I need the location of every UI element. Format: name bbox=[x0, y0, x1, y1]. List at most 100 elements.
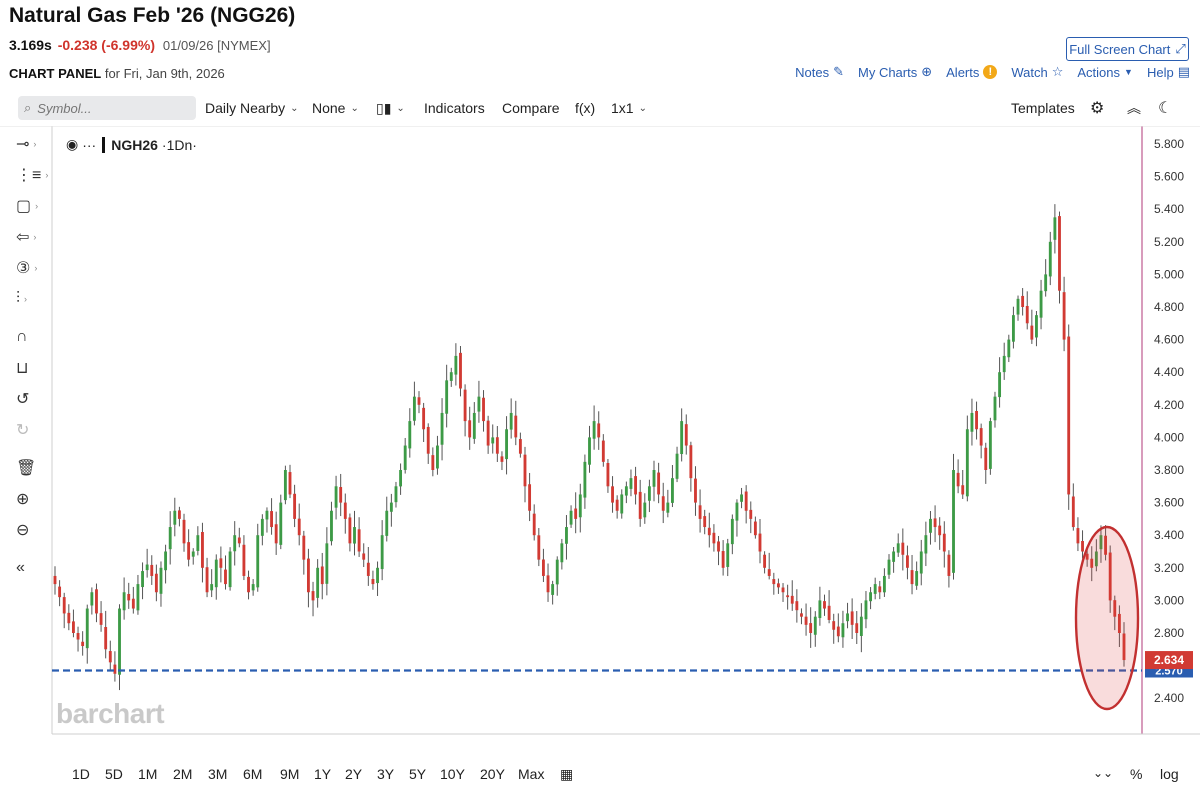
candle-up bbox=[196, 535, 200, 551]
fib-tool[interactable]: ⋮≡ › bbox=[16, 163, 48, 187]
chart-panel-date: for Fri, Jan 9th, 2026 bbox=[104, 66, 225, 81]
notes-link[interactable]: Notes ✎ bbox=[795, 64, 844, 80]
candle-up bbox=[399, 470, 403, 487]
y-tick-label: 4.600 bbox=[1154, 333, 1184, 347]
candle-down bbox=[942, 533, 946, 552]
trendline-tool[interactable]: ⊸ › bbox=[16, 132, 46, 156]
range-button-5d[interactable]: 5D bbox=[105, 766, 123, 782]
candle-down bbox=[514, 415, 518, 438]
candle-down bbox=[910, 570, 914, 585]
candle-down bbox=[95, 589, 98, 614]
candle-up bbox=[965, 429, 969, 497]
log-toggle[interactable]: log bbox=[1160, 766, 1179, 782]
candle-up bbox=[915, 571, 919, 586]
compare-button[interactable]: Compare bbox=[502, 92, 560, 124]
range-button-2m[interactable]: 2M bbox=[173, 766, 193, 782]
candle-up bbox=[1048, 241, 1052, 277]
range-button-3m[interactable]: 3M bbox=[208, 766, 228, 782]
candle-up bbox=[394, 486, 398, 503]
period-dropdown[interactable]: Daily Nearby ⌄ bbox=[205, 92, 299, 124]
barchart-logo: barchart bbox=[56, 698, 165, 729]
candle-up bbox=[583, 461, 587, 498]
moon-icon[interactable]: ☾ bbox=[1158, 100, 1173, 117]
candle-down bbox=[523, 454, 527, 487]
candle-down bbox=[615, 499, 619, 511]
candle-up bbox=[671, 478, 674, 503]
fx-button[interactable]: f(x) bbox=[575, 92, 595, 124]
candle-down bbox=[500, 456, 504, 462]
undo-icon[interactable]: ↺ bbox=[16, 391, 30, 408]
layout-dropdown[interactable]: 1x1 ⌄ bbox=[611, 92, 647, 124]
candle-up bbox=[445, 380, 449, 414]
actions-menu[interactable]: Actions ▼ bbox=[1077, 65, 1133, 80]
chart-panel-title: CHART PANEL bbox=[9, 66, 102, 81]
candle-down bbox=[836, 626, 840, 637]
help-link[interactable]: Help ▤ bbox=[1147, 64, 1190, 80]
calendar-icon[interactable]: ▦ bbox=[560, 766, 574, 782]
full-screen-chart-button[interactable]: Full Screen Chart ⤢ bbox=[1066, 37, 1189, 61]
double-chevron-down-icon[interactable]: ⌄⌄ bbox=[1093, 766, 1114, 780]
arrow-tool[interactable]: ⇦ › bbox=[16, 225, 46, 249]
fx-label: f(x) bbox=[575, 100, 596, 116]
templates-button[interactable]: Templates bbox=[1011, 92, 1075, 124]
zoom-in-icon[interactable]: ⊕ bbox=[16, 491, 30, 508]
candle-up bbox=[569, 510, 573, 525]
trash-icon[interactable]: 🗑 bbox=[16, 460, 37, 477]
overlay-dropdown[interactable]: None ⌄ bbox=[312, 92, 359, 124]
redo-icon[interactable]: ↻ bbox=[16, 422, 30, 439]
range-button-max[interactable]: Max bbox=[518, 766, 545, 782]
shape-tool[interactable]: ▢ › bbox=[16, 194, 46, 218]
symbol-search[interactable]: ⌕ bbox=[18, 96, 196, 120]
range-button-2y[interactable]: 2Y bbox=[345, 766, 363, 782]
unlock-icon[interactable]: ⊔ bbox=[16, 360, 29, 377]
range-button-20y[interactable]: 20Y bbox=[480, 766, 505, 782]
range-button-1d[interactable]: 1D bbox=[72, 766, 90, 782]
candle-up bbox=[560, 543, 564, 563]
watch-link[interactable]: Watch ☆ bbox=[1011, 64, 1063, 80]
range-button-1m[interactable]: 1M bbox=[138, 766, 158, 782]
chevron-right-icon: › bbox=[33, 232, 37, 242]
chart-type-dropdown[interactable]: ▯▮ ⌄ bbox=[376, 92, 405, 124]
range-button-1y[interactable]: 1Y bbox=[314, 766, 332, 782]
templates-label: Templates bbox=[1011, 100, 1075, 116]
candle-down bbox=[205, 567, 209, 593]
collapse-left-icon[interactable]: « bbox=[16, 559, 25, 576]
candle-down bbox=[878, 586, 882, 593]
candle-down bbox=[320, 566, 324, 585]
range-button-10y[interactable]: 10Y bbox=[440, 766, 465, 782]
alerts-link[interactable]: Alerts! bbox=[946, 65, 998, 80]
candle-up bbox=[588, 437, 591, 465]
candle-up bbox=[1011, 315, 1015, 342]
price-chart[interactable]: 5.800 5.600 5.400 5.200 5.000 4.800 4.600 4.400… bbox=[0, 125, 1200, 759]
more-icon[interactable]: ··· bbox=[82, 136, 97, 153]
chevron-right-icon: › bbox=[34, 263, 38, 273]
measure-tool[interactable]: ⫶ › bbox=[16, 287, 46, 311]
indicators-button[interactable]: Indicators bbox=[424, 92, 485, 124]
rectangle-icon: ▢ bbox=[16, 198, 32, 215]
candle-down bbox=[1076, 528, 1080, 544]
magnet-icon[interactable]: ∩ bbox=[16, 328, 28, 345]
eye-icon[interactable]: ◉ bbox=[66, 136, 79, 152]
range-button-5y[interactable]: 5Y bbox=[409, 766, 427, 782]
actions-label: Actions bbox=[1077, 64, 1121, 80]
candle-down bbox=[979, 428, 983, 446]
candle-down bbox=[832, 621, 836, 630]
range-button-6m[interactable]: 6M bbox=[243, 766, 263, 782]
symbol-input[interactable] bbox=[37, 100, 178, 116]
candle-up bbox=[412, 396, 416, 421]
candle-up bbox=[122, 592, 126, 611]
range-button-3y[interactable]: 3Y bbox=[377, 766, 395, 782]
my-charts-link[interactable]: My Charts ⊕ bbox=[858, 64, 932, 80]
candle-down bbox=[150, 564, 154, 576]
counter-tool[interactable]: ③ › bbox=[16, 256, 46, 280]
range-button-9m[interactable]: 9M bbox=[280, 766, 300, 782]
search-icon: ⌕ bbox=[24, 100, 32, 115]
candle-up bbox=[952, 470, 955, 573]
gear-icon[interactable]: ⚙ bbox=[1090, 100, 1105, 117]
candle-down bbox=[72, 621, 75, 633]
edit-icon: ✎ bbox=[833, 64, 844, 79]
zoom-out-icon[interactable]: ⊖ bbox=[16, 522, 30, 539]
candle-down bbox=[984, 447, 988, 470]
percent-toggle[interactable]: % bbox=[1130, 766, 1143, 782]
double-chevron-up-icon[interactable]: ︽ bbox=[1127, 100, 1141, 116]
